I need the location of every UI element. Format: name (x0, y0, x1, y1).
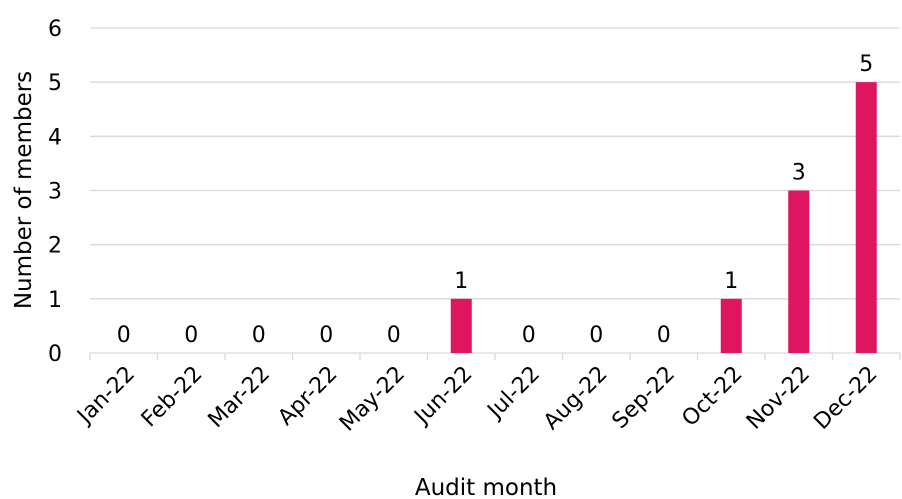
data-label: 3 (792, 161, 806, 186)
x-axis-title: Audit month (415, 475, 557, 499)
x-tick-label: Feb-22 (137, 362, 208, 433)
y-tick-label: 4 (48, 125, 62, 150)
data-label: 1 (454, 269, 468, 294)
bar (450, 298, 472, 353)
data-label: 0 (319, 323, 333, 348)
data-labels: 0 0 0 0 0 1 0 0 0 1 3 5 (117, 52, 874, 348)
data-label: 0 (252, 323, 266, 348)
data-label: 1 (724, 269, 738, 294)
x-tick-label: Apr-22 (273, 362, 342, 431)
x-tick-label: Jul-22 (482, 362, 545, 425)
x-tick-label: Nov-22 (742, 362, 815, 435)
bar (788, 190, 810, 353)
data-label: 0 (117, 323, 131, 348)
x-tick-label: Jun-22 (409, 362, 478, 431)
x-tick-label: Sep-22 (608, 362, 680, 434)
bar (855, 82, 877, 354)
x-tick-label: Aug-22 (539, 362, 612, 435)
data-label: 5 (859, 52, 873, 77)
y-tick-label: 6 (48, 17, 62, 42)
bar (720, 298, 742, 353)
x-tick-label: May-22 (335, 362, 410, 437)
x-tick-label: Oct-22 (678, 362, 748, 432)
data-label: 0 (184, 323, 198, 348)
x-tick-label: Dec-22 (809, 362, 882, 435)
y-tick-label: 3 (48, 180, 62, 205)
bars (450, 82, 877, 354)
data-label: 0 (589, 323, 603, 348)
y-tick-label: 0 (48, 342, 62, 367)
y-axis-tick-labels: 0 1 2 3 4 5 6 (48, 17, 62, 367)
y-axis-title: Number of members (11, 71, 37, 309)
data-label: 0 (522, 323, 536, 348)
x-tick-label: Jan-22 (72, 362, 140, 430)
data-label: 0 (387, 323, 401, 348)
gridlines (89, 27, 901, 360)
y-tick-label: 2 (48, 234, 62, 259)
x-tick-label: Mar-22 (204, 362, 275, 433)
y-tick-label: 1 (48, 288, 62, 313)
data-label: 0 (657, 323, 671, 348)
y-tick-label: 5 (48, 71, 62, 96)
